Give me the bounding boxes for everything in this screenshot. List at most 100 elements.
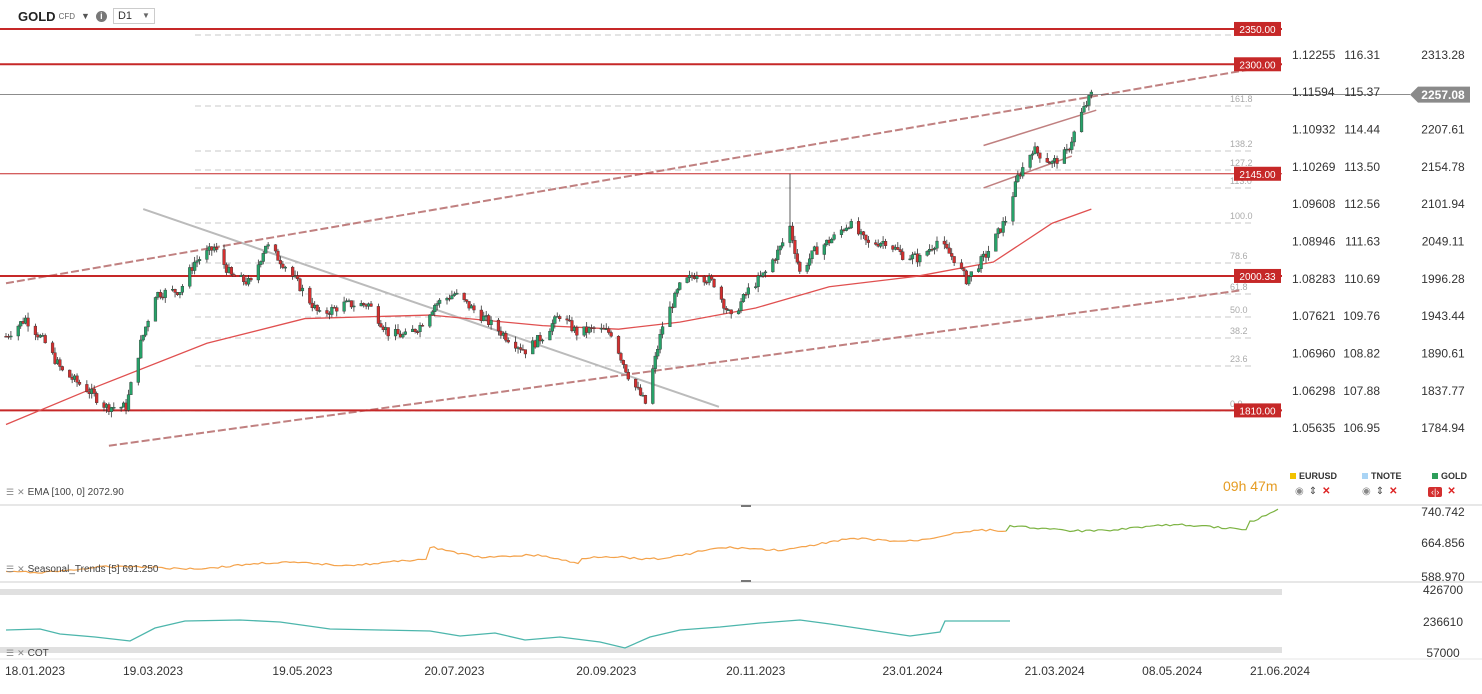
candle-body	[624, 364, 628, 373]
seasonal-trends-panel: 740.742 664.856 588.970	[5, 505, 1465, 584]
candle-body	[430, 311, 434, 316]
candle-body	[553, 316, 557, 324]
price-level-tag	[1234, 403, 1281, 418]
candle-body	[33, 325, 37, 335]
candle-body	[616, 335, 621, 354]
candle-body	[1028, 154, 1032, 168]
candle-body	[379, 323, 383, 328]
candle-body	[950, 253, 954, 257]
candle-body	[643, 395, 648, 404]
candle-body	[283, 266, 287, 269]
candle-body	[798, 261, 802, 272]
candle-body	[178, 292, 182, 295]
cot-indicator-label[interactable]: ☰ ✕ COT	[6, 648, 49, 659]
candle-body	[1082, 106, 1086, 113]
candle-body	[276, 250, 280, 261]
candle-body	[1013, 181, 1017, 197]
candle-body	[558, 316, 562, 319]
menu-icon[interactable]: ☰	[6, 648, 15, 658]
gold-axis-tick-label: 2154.78	[1421, 160, 1465, 174]
close-icon[interactable]: ✕	[17, 564, 25, 574]
cot-line	[5, 619, 1010, 649]
candle-body	[822, 244, 826, 255]
ema-indicator-label[interactable]: ☰ ✕ EMA [100, 0] 2072.90	[6, 487, 124, 498]
legend-tnote[interactable]: TNOTE	[1362, 471, 1402, 481]
candle-body	[479, 309, 483, 322]
candle-body	[805, 265, 809, 272]
last-price-label: 2257.08	[1421, 88, 1465, 102]
close-icon[interactable]: ✕	[1389, 486, 1398, 497]
candle-body	[403, 331, 407, 335]
cot-label-text: COT	[27, 648, 49, 659]
tnote-axis-tick-label: 116.31	[1344, 48, 1380, 62]
candle-body	[53, 352, 57, 364]
candle-body	[195, 260, 199, 263]
price-level-label: 2000.33	[1239, 272, 1276, 283]
candle-body	[58, 359, 62, 367]
candle-body	[85, 384, 89, 393]
close-icon[interactable]: ✕	[17, 487, 25, 497]
candle-body	[634, 378, 638, 388]
candle-body	[744, 294, 748, 296]
gold-axis-tick-label: 2313.28	[1421, 48, 1465, 62]
candle-body	[153, 297, 158, 322]
timer-m-unit: m	[1265, 478, 1278, 494]
info-icon[interactable]: i	[95, 10, 107, 22]
candle-body	[896, 247, 900, 250]
gold-axis-tick-label: 1996.28	[1421, 272, 1465, 286]
symbol-dropdown-icon[interactable]: ▼	[81, 11, 90, 21]
menu-icon[interactable]: ☰	[6, 487, 15, 497]
timeframe-select[interactable]: D1 ▼	[112, 8, 155, 24]
legend-eurusd[interactable]: EURUSD	[1290, 471, 1337, 481]
candle-body	[1050, 161, 1054, 164]
move-icon[interactable]: ⇕	[1375, 486, 1385, 497]
symbol-label[interactable]: GOLD	[18, 8, 56, 24]
candle-body	[261, 253, 265, 262]
candle-body	[281, 263, 285, 268]
candle-body	[979, 256, 983, 269]
candle-body	[959, 262, 964, 269]
candle-body	[636, 386, 640, 389]
close-icon[interactable]: ✕	[1322, 486, 1331, 497]
x-tick-label: 19.03.2023	[123, 664, 183, 678]
candle-body	[369, 303, 373, 307]
candle-body	[754, 286, 758, 288]
seasonal-indicator-label[interactable]: ☰ ✕ Seasonal_Trends [5] 691.250	[6, 564, 158, 575]
fib-level-label: 61.8	[1230, 282, 1248, 292]
x-tick-label: 23.01.2024	[882, 664, 942, 678]
candle-body	[1001, 221, 1005, 233]
candle-body	[741, 294, 746, 302]
gold-axis-tick-label: 1784.94	[1421, 421, 1465, 435]
menu-icon[interactable]: ☰	[6, 564, 15, 574]
candle-body	[1004, 220, 1008, 223]
candle-body	[50, 342, 55, 353]
close-icon[interactable]: ✕	[1447, 486, 1456, 497]
flag-upper-line	[983, 109, 1097, 147]
candle-body	[496, 319, 501, 332]
candle-body	[1035, 146, 1040, 154]
candle-body	[1045, 158, 1049, 163]
candle-body	[335, 307, 339, 312]
price-level-label: 2350.00	[1239, 25, 1276, 36]
eye-icon[interactable]: ◉	[1362, 486, 1371, 497]
candle-body	[119, 406, 123, 409]
candle-body	[1087, 95, 1091, 106]
candle-body	[300, 287, 305, 292]
eye-icon[interactable]: ◉	[1295, 486, 1304, 497]
candle-body	[489, 319, 493, 325]
candle-body	[673, 292, 677, 308]
candle-body	[1021, 167, 1025, 177]
candle-body	[19, 321, 23, 327]
move-icon[interactable]: ⇕	[1308, 486, 1318, 497]
candle-body	[396, 329, 400, 335]
legend-gold[interactable]: GOLD	[1432, 471, 1467, 481]
candle-body	[977, 268, 981, 272]
candle-body	[685, 277, 689, 283]
x-axis: 18.01.2023 19.03.2023 19.05.2023 20.07.2023…	[5, 664, 1310, 678]
gold-settings-button[interactable]: ‹|›	[1428, 486, 1443, 497]
close-icon[interactable]: ✕	[17, 648, 25, 658]
candle-body	[550, 323, 554, 332]
candle-body	[232, 274, 236, 277]
